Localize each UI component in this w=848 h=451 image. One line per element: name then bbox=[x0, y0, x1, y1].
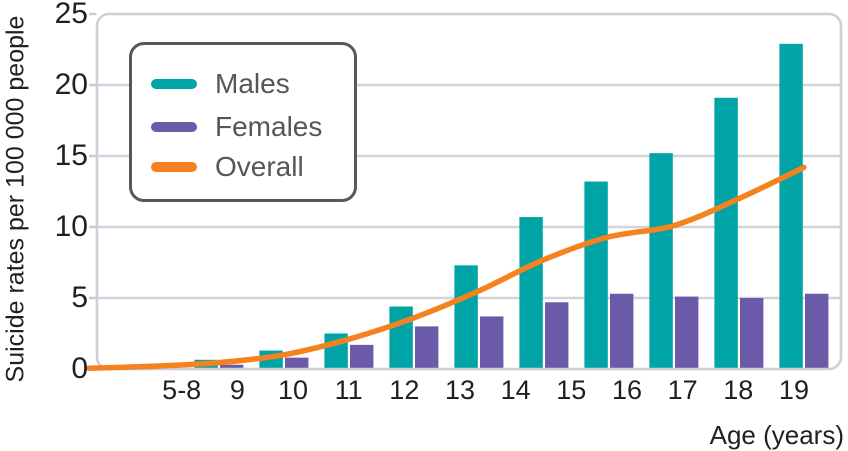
y-tick-label-20: 20 bbox=[24, 70, 88, 100]
x-axis-title: Age (years) bbox=[710, 420, 844, 451]
legend-label-females: Females bbox=[215, 113, 322, 141]
bar-females-15 bbox=[545, 302, 568, 369]
bar-females-19 bbox=[805, 294, 828, 369]
legend-swatch-males bbox=[151, 79, 197, 89]
legend-item-overall: Overall bbox=[151, 152, 304, 182]
x-tick-label-11: 11 bbox=[335, 377, 363, 404]
y-tick-label-25: 25 bbox=[24, 0, 88, 29]
x-tick-label-18: 18 bbox=[723, 377, 753, 404]
x-tick-label-5-8: 5-8 bbox=[162, 377, 201, 404]
bar-females-16 bbox=[610, 294, 633, 369]
y-tick-label-0: 0 bbox=[24, 354, 88, 384]
legend-label-males: Males bbox=[215, 70, 290, 98]
bar-males-16 bbox=[584, 182, 607, 369]
y-tick-label-10: 10 bbox=[24, 212, 88, 242]
x-tick-label-12: 12 bbox=[389, 377, 419, 404]
x-tick-label-16: 16 bbox=[612, 377, 642, 404]
x-tick-label-14: 14 bbox=[501, 377, 531, 404]
y-tick-label-5: 5 bbox=[24, 283, 88, 313]
bar-females-17 bbox=[675, 297, 698, 369]
bar-males-14 bbox=[454, 265, 477, 369]
bar-males-17 bbox=[649, 153, 672, 369]
legend-item-females: Females bbox=[151, 112, 322, 142]
bar-females-12 bbox=[350, 345, 373, 369]
x-tick-label-17: 17 bbox=[668, 377, 698, 404]
bar-females-13 bbox=[415, 326, 438, 369]
x-tick-label-13: 13 bbox=[445, 377, 475, 404]
legend: Males Females Overall bbox=[129, 42, 357, 202]
legend-swatch-females bbox=[151, 122, 197, 132]
bar-males-18 bbox=[714, 98, 737, 369]
x-tick-label-9: 9 bbox=[230, 377, 245, 404]
legend-item-males: Males bbox=[151, 69, 290, 99]
bar-males-15 bbox=[519, 217, 542, 369]
bar-females-14 bbox=[480, 316, 503, 369]
x-tick-label-15: 15 bbox=[556, 377, 586, 404]
x-tick-label-10: 10 bbox=[278, 377, 308, 404]
bar-females-11 bbox=[285, 358, 308, 369]
bar-males-13 bbox=[389, 307, 412, 369]
legend-label-overall: Overall bbox=[215, 153, 304, 181]
x-tick-label-19: 19 bbox=[779, 377, 809, 404]
legend-swatch-overall bbox=[151, 162, 197, 172]
bar-males-19 bbox=[779, 44, 802, 369]
bar-females-18 bbox=[740, 298, 763, 369]
y-tick-label-15: 15 bbox=[24, 141, 88, 171]
